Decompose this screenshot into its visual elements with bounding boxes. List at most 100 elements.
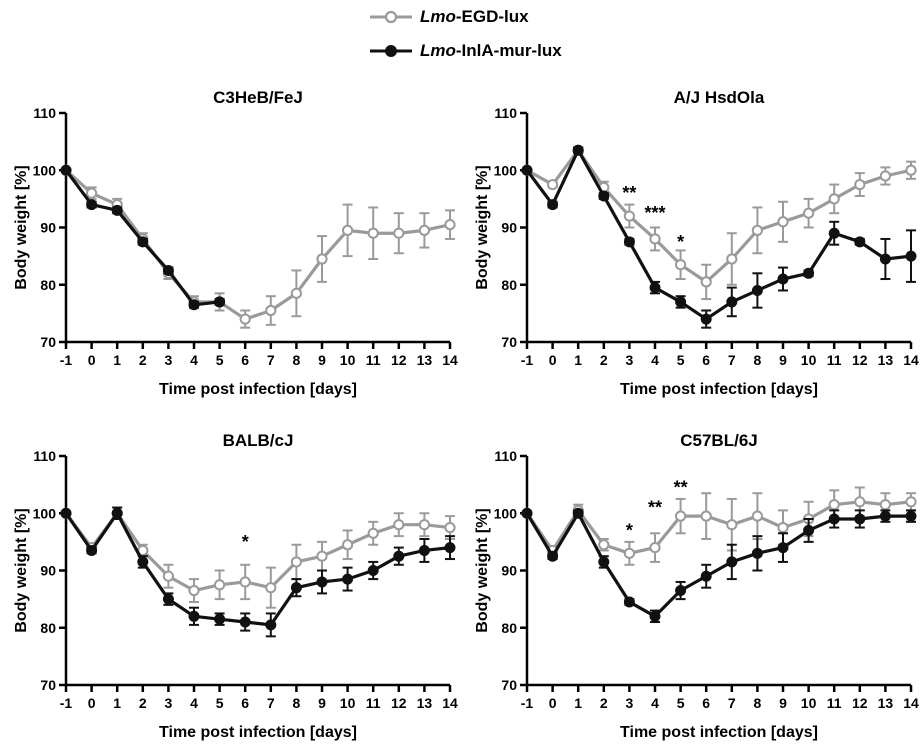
y-tick-label: 80 [501,277,517,293]
data-point-inla [649,282,661,294]
x-tick-label: 7 [728,695,736,711]
x-tick-label: 0 [549,695,557,711]
data-point-inla [777,273,789,285]
y-tick-label: 70 [40,334,56,350]
legend-line-filled-circle-icon [370,45,412,57]
data-point-inla [60,507,72,519]
y-tick-label: 90 [40,220,56,236]
data-point-inla [700,570,712,582]
x-tick-label: 14 [442,352,458,368]
data-point-inla [214,296,226,308]
x-tick-label: 4 [651,352,659,368]
x-tick-label: 5 [677,352,685,368]
y-tick-label: 100 [494,162,518,178]
data-point-inla [675,585,687,597]
y-tick-label: 90 [40,563,56,579]
x-tick-label: 2 [139,352,147,368]
y-tick-label: 90 [501,220,517,236]
significance-annotation: * [626,520,633,540]
x-axis-label: Time post infection [days] [159,381,357,398]
x-tick-label: 5 [216,695,224,711]
data-point-inla [521,164,533,176]
data-point-inla [393,550,405,562]
series-egd [521,486,917,566]
data-point-inla [854,236,866,248]
x-tick-label: -1 [60,352,73,368]
data-point-inla [649,610,661,622]
series-line-inla [64,511,451,627]
x-tick-label: 4 [651,695,659,711]
data-point-egd [751,224,763,236]
series-line-egd [525,500,912,555]
data-point-egd [726,519,738,531]
x-tick-label: -1 [521,352,534,368]
x-tick-label: 1 [574,352,582,368]
data-point-inla [137,556,149,568]
series-line-egd [64,169,451,321]
y-tick-label: 70 [40,677,56,693]
x-tick-label: 9 [779,695,787,711]
y-tick-label: 100 [494,505,518,521]
significance-annotation: * [677,232,684,252]
x-tick-label: 6 [702,352,710,368]
data-point-egd [393,519,405,531]
y-tick-label: 90 [501,563,517,579]
data-point-egd [418,224,430,236]
data-point-egd [547,178,559,191]
data-point-inla [726,556,738,568]
series-line-inla [525,148,912,321]
data-point-egd [828,499,840,511]
panel-c3hebfej: C3HeB/FeJ Time post infection [days] Body … [13,88,458,398]
data-point-egd [239,313,251,325]
data-point-egd [393,227,405,239]
data-point-inla [803,524,815,536]
x-tick-label: 12 [852,695,868,711]
data-point-inla [879,510,891,522]
y-tick-label: 80 [40,277,56,293]
x-tick-label: 6 [241,695,249,711]
x-tick-label: 3 [165,352,173,368]
x-tick-label: 10 [801,695,817,711]
x-tick-label: 1 [113,695,121,711]
data-point-egd [777,216,789,228]
data-point-egd [905,496,917,508]
x-tick-label: 7 [728,352,736,368]
data-point-inla [444,542,456,554]
data-point-egd [290,556,302,568]
x-axis-label: Time post infection [days] [620,724,818,741]
data-point-inla [86,544,98,556]
data-point-egd [342,539,354,551]
x-tick-label: -1 [60,695,73,711]
chart-legend: Lmo-EGD-lux Lmo-InlA-mur-lux [0,0,922,72]
series-line-egd [64,511,451,593]
series-inla [60,164,226,311]
x-tick-label: 9 [779,352,787,368]
x-tick-label: 10 [340,695,356,711]
x-tick-label: 12 [391,352,407,368]
data-point-inla [547,550,559,562]
data-point-inla [137,236,149,248]
data-point-inla [726,296,738,308]
x-tick-label: 8 [293,352,301,368]
x-tick-label: 11 [827,695,842,711]
legend-label-inla-rest: -InlA-mur-lux [455,41,562,60]
x-tick-label: -1 [521,695,534,711]
x-axis-label: Time post infection [days] [159,724,357,741]
data-point-inla [572,507,584,519]
y-tick-label: 110 [33,105,56,121]
data-point-egd [700,510,712,522]
significance-annotation: ** [648,498,662,518]
data-point-egd [316,550,328,562]
data-point-egd [265,582,277,594]
data-point-inla [623,236,635,248]
legend-label-egd-italic: Lmo [420,7,456,26]
significance-annotation: ** [674,477,688,497]
y-tick-label: 110 [33,448,56,464]
data-point-egd [649,542,661,554]
data-point-egd [700,276,712,288]
data-point-egd [342,224,354,236]
x-tick-label: 9 [318,695,326,711]
panel-aj-hsdola: A/J HsdOla Time post infection [days] Body… [474,88,919,398]
data-point-inla [598,556,610,568]
legend-line-open-circle-icon [370,10,412,24]
